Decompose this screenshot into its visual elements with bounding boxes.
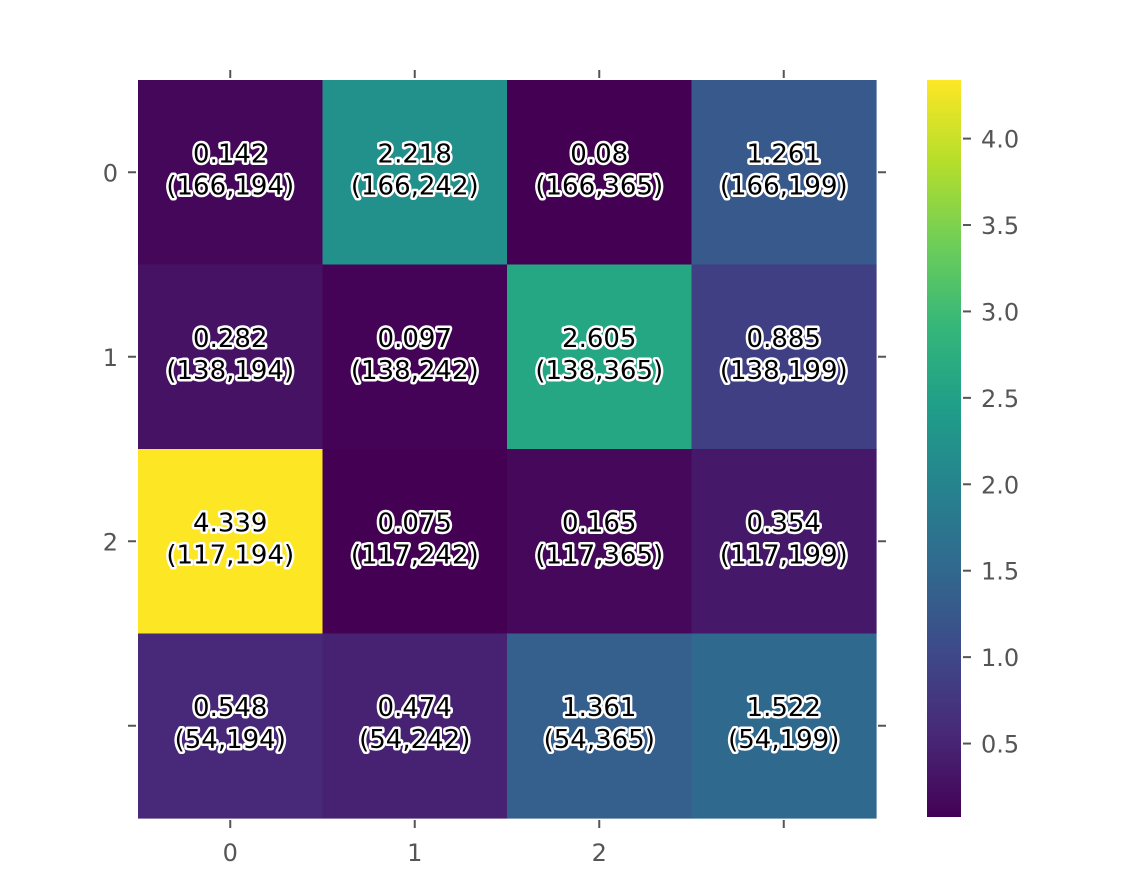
cell-value-label: 1.261 — [747, 139, 821, 169]
cell-value-label: 0.282 — [193, 324, 267, 354]
x-tick-label: 1 — [407, 839, 422, 867]
colorbar-tick-label: 3.5 — [981, 212, 1019, 240]
x-tick-label: 2 — [592, 839, 607, 867]
cell-coordinate-label: (54,242) — [359, 725, 470, 755]
heatmap-cell-2-1 — [322, 449, 508, 635]
heatmap-cell-3-2 — [507, 633, 693, 819]
cell-value-label: 0.142 — [193, 139, 267, 169]
cell-coordinate-label: (138,242) — [351, 356, 479, 386]
cell-coordinate-label: (54,194) — [175, 725, 286, 755]
y-tick-label: 2 — [103, 528, 118, 556]
y-tick-label: 1 — [103, 344, 118, 372]
cell-value-label: 1.361 — [562, 693, 636, 723]
heatmap-cell-0-1 — [322, 80, 508, 266]
cell-value-label: 1.522 — [747, 693, 821, 723]
colorbar-tick-label: 4.0 — [981, 126, 1019, 154]
colorbar-tick-label: 1.0 — [981, 644, 1019, 672]
cell-value-label: 2.218 — [378, 139, 452, 169]
heatmap-cell-1-0 — [138, 264, 324, 450]
heatmap-cell-3-0 — [138, 633, 324, 819]
cell-coordinate-label: (166,199) — [720, 171, 848, 201]
colorbar-tick-label: 2.0 — [981, 471, 1019, 499]
cell-coordinate-label: (166,365) — [535, 171, 663, 201]
heatmap-axes: 0 1 2 0 1 2 — [103, 70, 886, 867]
cell-value-label: 0.165 — [562, 508, 636, 538]
heatmap-cell-2-3 — [691, 449, 877, 635]
colorbar-tick-label: 1.5 — [981, 558, 1019, 586]
cell-value-label: 0.474 — [378, 693, 452, 723]
cell-coordinate-label: (117,365) — [535, 540, 663, 570]
heatmap-cell-labels: 0.142(166,194) 2.218(166,242) 0.08(166,365… — [164, 137, 850, 758]
heatmap-cell-3-3 — [691, 633, 877, 819]
cell-coordinate-label: (117,242) — [351, 540, 479, 570]
colorbar-tick-label: 3.0 — [981, 298, 1019, 326]
cell-value-label: 0.885 — [747, 324, 821, 354]
heatmap-cell-0-3 — [691, 80, 877, 266]
colorbar: 0.5 1.0 1.5 2.0 2.5 3.0 3.5 4.0 — [927, 80, 1019, 817]
colorbar-gradient — [927, 80, 961, 817]
cell-coordinate-label: (138,199) — [720, 356, 848, 386]
cell-coordinate-label: (117,194) — [166, 540, 294, 570]
cell-value-label: 2.605 — [562, 324, 636, 354]
colorbar-tick-label: 0.5 — [981, 731, 1019, 759]
cell-coordinate-label: (117,199) — [720, 540, 848, 570]
x-tick-label: 0 — [223, 839, 238, 867]
cell-value-label: 4.339 — [193, 508, 267, 538]
cell-coordinate-label: (166,194) — [166, 171, 294, 201]
heatmap-cell-2-2 — [507, 449, 693, 635]
heatmap-cell-3-1 — [322, 633, 508, 819]
heatmap-cell-2-0 — [138, 449, 324, 635]
cell-coordinate-label: (54,199) — [728, 725, 839, 755]
heatmap-cell-1-2 — [507, 264, 693, 450]
cell-coordinate-label: (138,194) — [166, 356, 294, 386]
y-tick-label: 0 — [103, 159, 118, 187]
cell-coordinate-label: (166,242) — [351, 171, 479, 201]
cell-value-label: 0.08 — [570, 139, 628, 169]
cell-value-label: 0.097 — [378, 324, 452, 354]
heatmap-cell-0-2 — [507, 80, 693, 266]
cell-coordinate-label: (138,365) — [535, 356, 663, 386]
colorbar-tick-label: 2.5 — [981, 385, 1019, 413]
heatmap-cell-1-3 — [691, 264, 877, 450]
cell-value-label: 0.548 — [193, 693, 267, 723]
heatmap-cell-1-1 — [322, 264, 508, 450]
heatmap-cells — [138, 80, 877, 819]
cell-coordinate-label: (54,365) — [544, 725, 655, 755]
cell-value-label: 0.075 — [378, 508, 452, 538]
heatmap-cell-0-0 — [138, 80, 324, 266]
cell-value-label: 0.354 — [747, 508, 821, 538]
